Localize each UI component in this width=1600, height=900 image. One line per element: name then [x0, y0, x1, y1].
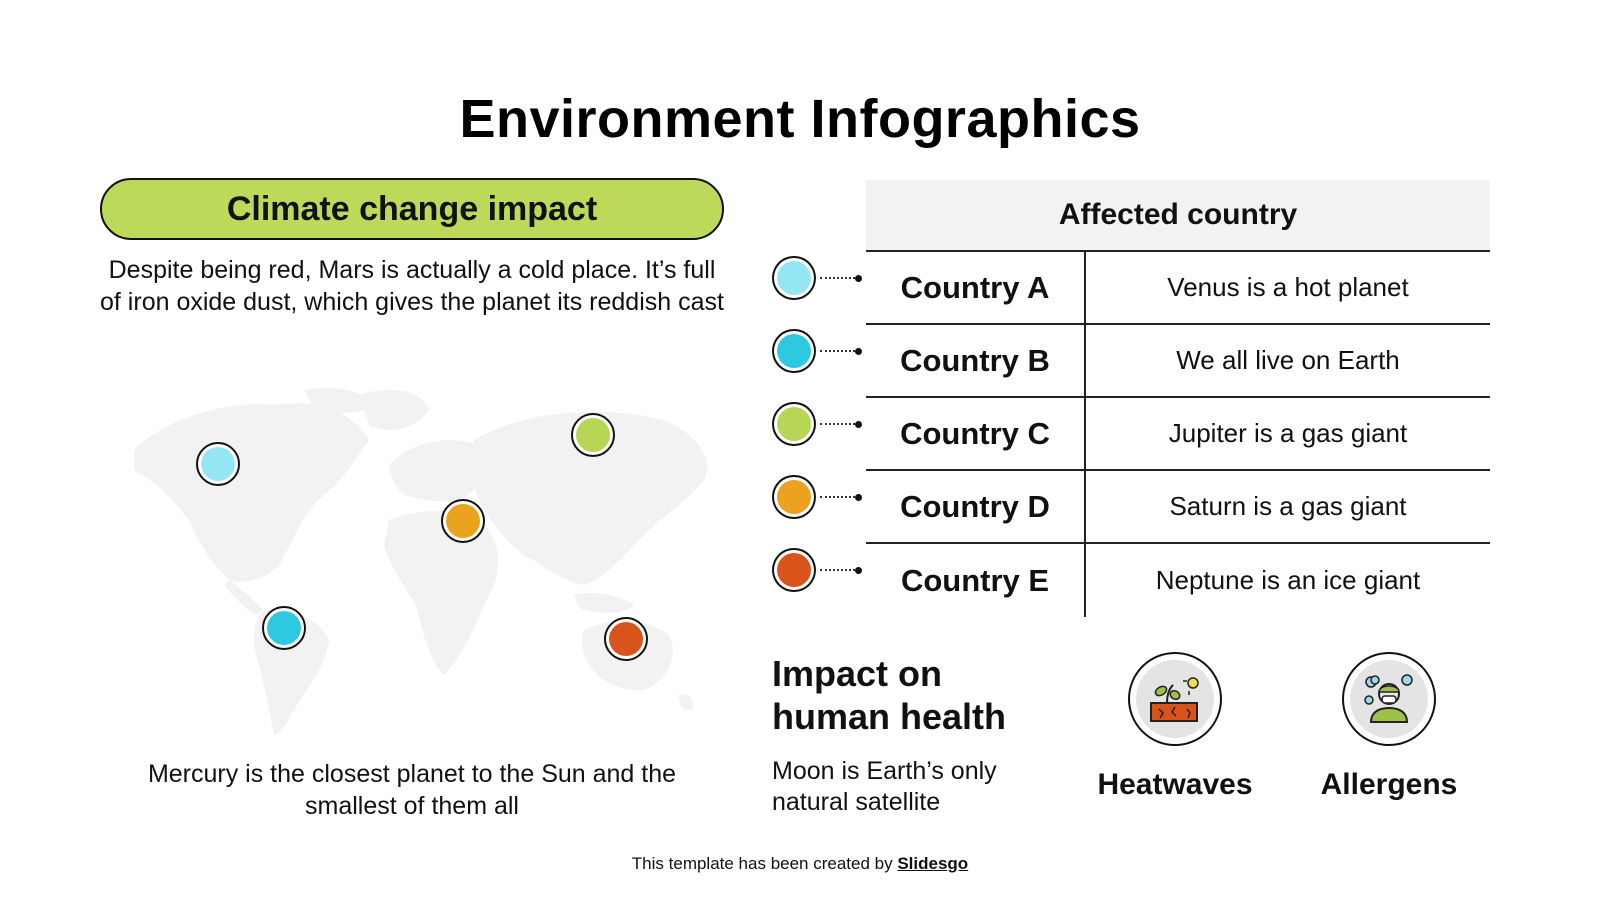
- map-pin-country-e[interactable]: [604, 617, 648, 661]
- legend-dot: [772, 329, 816, 373]
- country-name: Country B: [866, 325, 1086, 396]
- legend-marker-country-e: [772, 548, 862, 592]
- impact-description: Moon is Earth’s only natural satellite: [772, 756, 997, 818]
- table-row: Country C Jupiter is a gas giant: [866, 398, 1490, 471]
- section-pill-climate-change: Climate change impact: [100, 178, 724, 240]
- impact-heading-line2: human health: [772, 696, 1007, 737]
- affected-country-table: Affected country Country A Venus is a ho…: [866, 180, 1490, 617]
- legend-dot: [772, 402, 816, 446]
- dotted-connector: [819, 423, 856, 425]
- country-name: Country E: [866, 544, 1086, 617]
- pin-fill: [609, 622, 643, 656]
- table-row: Country A Venus is a hot planet: [866, 252, 1490, 325]
- world-map: [104, 380, 724, 740]
- pin-fill: [267, 611, 301, 645]
- legend-dot: [772, 475, 816, 519]
- impact-description-line2: natural satellite: [772, 788, 941, 816]
- dotted-connector: [819, 496, 856, 498]
- country-description: Jupiter is a gas giant: [1168, 418, 1408, 448]
- card-label: Allergens: [1320, 768, 1458, 801]
- table-row: Country E Neptune is an ice giant: [866, 544, 1490, 617]
- dotted-connector: [819, 350, 856, 352]
- page-title: Environment Infographics: [459, 89, 1141, 149]
- climate-description: Despite being red, Mars is actually a co…: [100, 256, 724, 316]
- legend-marker-country-b: [772, 329, 862, 373]
- map-caption: Mercury is the closest planet to the Sun…: [147, 760, 677, 820]
- map-pin-country-d[interactable]: [441, 499, 485, 543]
- world-map-icon: [134, 388, 708, 735]
- legend-marker-country-d: [772, 475, 862, 519]
- map-pin-country-c[interactable]: [571, 413, 615, 457]
- dry-plant-sun-icon: [1150, 677, 1199, 722]
- connector-end-dot: [855, 420, 862, 428]
- country-name: Country D: [866, 471, 1086, 542]
- connector-end-dot: [855, 493, 862, 501]
- dotted-connector: [819, 569, 856, 571]
- card-allergens: Allergens: [1294, 652, 1484, 802]
- country-name: Country A: [866, 252, 1086, 323]
- legend-marker-country-a: [772, 256, 862, 300]
- card-heatwaves: Heatwaves: [1080, 652, 1270, 802]
- icon-frame: [1128, 652, 1222, 746]
- masked-person-pollen-icon: [1364, 674, 1413, 723]
- card-label: Heatwaves: [1097, 768, 1253, 801]
- country-description: Saturn is a gas giant: [1169, 491, 1407, 521]
- pin-fill: [576, 418, 610, 452]
- icon-frame: [1342, 652, 1436, 746]
- country-description: Venus is a hot planet: [1167, 272, 1409, 302]
- table-header: Affected country: [866, 180, 1490, 252]
- table-row: Country B We all live on Earth: [866, 325, 1490, 398]
- footer-prefix: This template has been created by: [631, 854, 898, 873]
- connector-end-dot: [855, 566, 862, 574]
- connector-end-dot: [855, 347, 862, 355]
- country-description: Neptune is an ice giant: [1155, 565, 1421, 595]
- country-description: We all live on Earth: [1176, 345, 1400, 375]
- connector-end-dot: [855, 274, 862, 282]
- legend-dot: [772, 548, 816, 592]
- impact-description-line1: Moon is Earth’s only: [772, 757, 997, 785]
- pill-label: Climate change impact: [226, 189, 598, 228]
- dotted-connector: [819, 277, 856, 279]
- legend-marker-country-c: [772, 402, 862, 446]
- footer-credit: This template has been created by Slides…: [0, 854, 1600, 874]
- table-row: Country D Saturn is a gas giant: [866, 471, 1490, 544]
- map-pin-country-a[interactable]: [196, 442, 240, 486]
- pin-fill: [446, 504, 480, 538]
- impact-heading: Impact on human health: [772, 652, 1006, 738]
- pin-fill: [201, 447, 235, 481]
- impact-heading-line1: Impact on: [772, 653, 943, 694]
- legend-dot: [772, 256, 816, 300]
- slidesgo-link[interactable]: Slidesgo: [897, 854, 969, 873]
- map-pin-country-b[interactable]: [262, 606, 306, 650]
- country-name: Country C: [866, 398, 1086, 469]
